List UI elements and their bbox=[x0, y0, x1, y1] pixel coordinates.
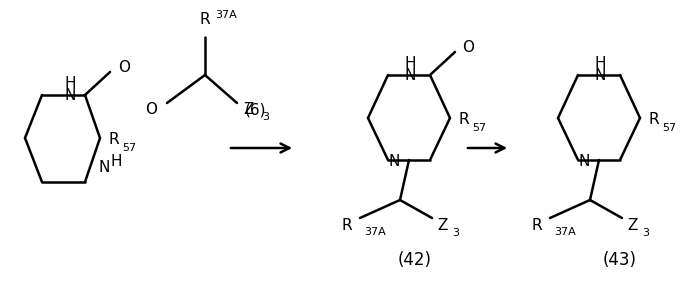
Text: 57: 57 bbox=[662, 123, 676, 133]
Text: R: R bbox=[648, 112, 658, 127]
Text: N: N bbox=[594, 68, 606, 82]
Text: 37A: 37A bbox=[364, 227, 386, 237]
Text: H: H bbox=[110, 155, 122, 170]
Text: H: H bbox=[594, 55, 606, 71]
Text: O: O bbox=[118, 60, 130, 75]
Text: 3: 3 bbox=[452, 228, 459, 238]
Text: O: O bbox=[145, 103, 157, 118]
Text: Z: Z bbox=[243, 103, 253, 118]
Text: N: N bbox=[404, 68, 416, 82]
Text: Z: Z bbox=[627, 218, 637, 234]
Text: 37A: 37A bbox=[215, 10, 237, 20]
Text: O: O bbox=[462, 40, 474, 55]
Text: N: N bbox=[579, 155, 590, 170]
Text: 37A: 37A bbox=[554, 227, 576, 237]
Text: 3: 3 bbox=[642, 228, 649, 238]
Text: R: R bbox=[200, 12, 210, 27]
Text: N: N bbox=[64, 88, 75, 103]
Text: 57: 57 bbox=[472, 123, 486, 133]
Text: H: H bbox=[404, 55, 416, 71]
Text: (43): (43) bbox=[603, 251, 637, 269]
Text: R: R bbox=[341, 218, 352, 234]
Text: 57: 57 bbox=[122, 143, 136, 153]
Text: R: R bbox=[531, 218, 542, 234]
Text: H: H bbox=[64, 75, 75, 90]
Text: 3: 3 bbox=[262, 112, 269, 122]
Text: Z: Z bbox=[437, 218, 447, 234]
Text: R: R bbox=[458, 112, 468, 127]
Text: (6): (6) bbox=[244, 103, 266, 118]
Text: N: N bbox=[98, 160, 109, 175]
Text: (42): (42) bbox=[398, 251, 432, 269]
Text: N: N bbox=[389, 155, 400, 170]
Text: R: R bbox=[108, 132, 119, 147]
